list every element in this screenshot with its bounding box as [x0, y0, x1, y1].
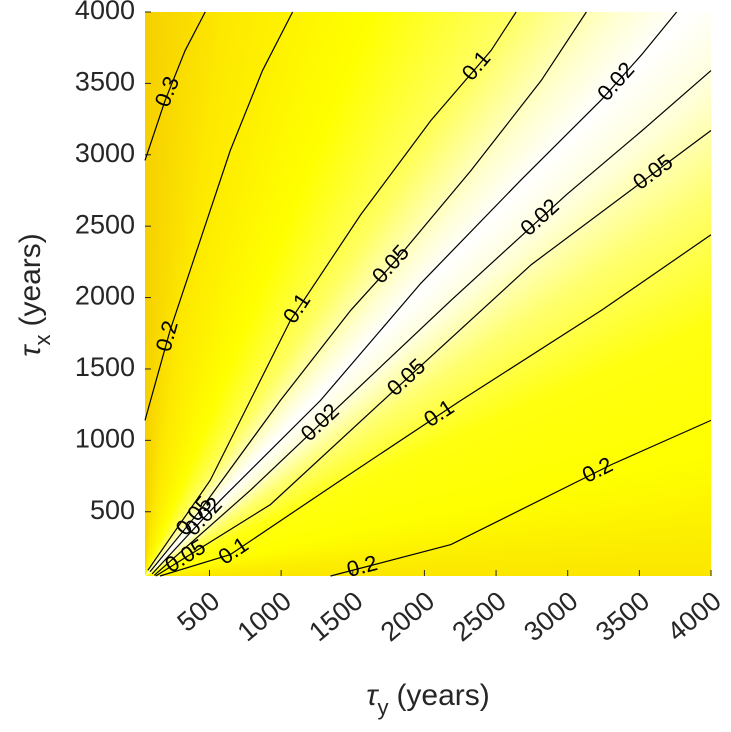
contour-label: 0.1 [214, 532, 253, 570]
contour-line [330, 419, 712, 577]
x-tick-label: 3000 [518, 586, 583, 648]
x-tick-label: 500 [172, 586, 226, 638]
x-tick-label: 2500 [447, 586, 512, 648]
y-tick-label: 4000 [75, 0, 135, 25]
y-tick-label: 500 [90, 495, 135, 525]
y-label-symbol: τ [14, 344, 47, 357]
y-tick-label: 2000 [75, 281, 135, 311]
contour-label: 0.2 [578, 452, 617, 488]
x-tick-label: 4000 [662, 586, 727, 648]
y-label-unit: (years) [14, 233, 47, 326]
contour-line [144, 11, 206, 161]
contour-label: 0.05 [382, 353, 430, 400]
contour-line [147, 11, 517, 571]
contour-line [159, 234, 712, 577]
contour-label: 0.1 [278, 288, 316, 327]
x-label-subscript: y [377, 695, 388, 720]
y-tick-label: 3000 [75, 138, 135, 168]
y-axis-label: τx (years) [14, 233, 55, 357]
y-tick-label: 2500 [75, 209, 135, 239]
y-tick-label: 1000 [75, 423, 135, 453]
contour-label: 0.05 [160, 534, 210, 578]
contour-line [155, 130, 712, 577]
contour-label: 0.02 [296, 398, 344, 446]
x-tick-label: 2000 [375, 586, 440, 648]
contour-line [144, 11, 294, 421]
contour-label: 0.2 [151, 318, 183, 354]
x-tick-label: 1500 [303, 586, 368, 648]
contour-label: 0.05 [628, 149, 677, 195]
y-tick-label: 1500 [75, 352, 135, 382]
y-tick-label: 3500 [75, 67, 135, 97]
x-axis-label: τy (years) [366, 679, 490, 720]
x-tick-label: 1000 [232, 586, 297, 648]
contour-label: 0.2 [344, 550, 380, 582]
contour-label: 0.3 [150, 73, 185, 111]
contour-label: 0.02 [515, 193, 563, 240]
contour-line [153, 70, 712, 576]
contour-label: 0.1 [419, 394, 458, 432]
contour-line [149, 11, 587, 573]
x-label-symbol: τ [366, 679, 379, 712]
contour-label: 0.02 [592, 57, 639, 106]
x-tick-label: 3500 [590, 586, 655, 648]
x-label-unit: (years) [396, 679, 489, 712]
y-label-subscript: x [30, 335, 55, 346]
contour-line [151, 11, 678, 575]
